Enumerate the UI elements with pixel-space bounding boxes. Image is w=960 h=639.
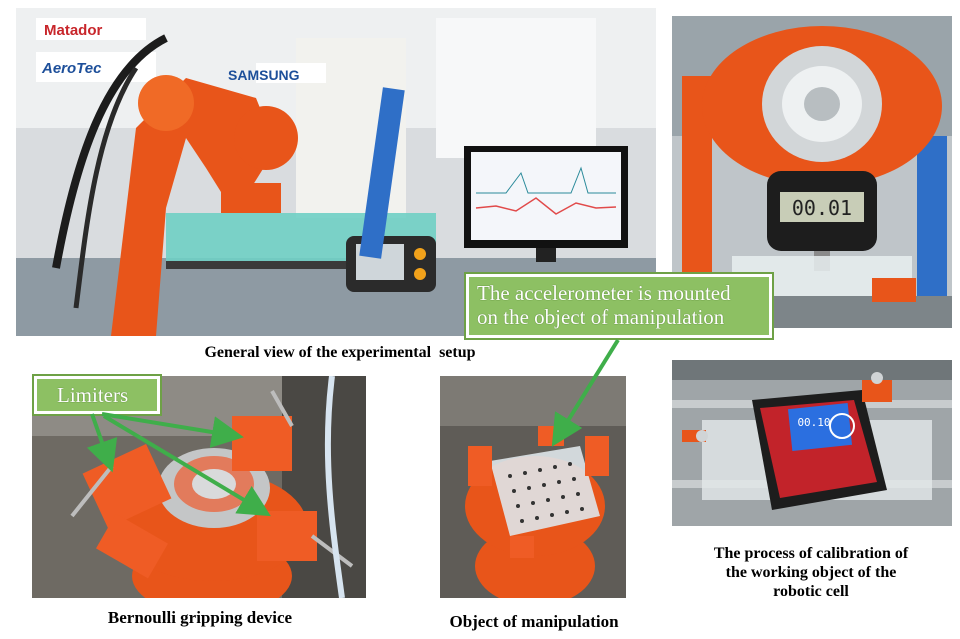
general-view-caption: General view of the experimental setup: [204, 344, 476, 361]
matador-logo-text: Matador: [44, 22, 103, 39]
limiters-callout: Limiters: [32, 374, 162, 416]
accelerometer-callout: The accelerometer is mounted on the obje…: [464, 272, 774, 340]
aerotec-logo-text: AeroTec: [41, 60, 102, 77]
calibration-caption: The process of calibration of the workin…: [676, 544, 946, 602]
accelerometer-callout-line-2: on the object of manipulation: [477, 305, 725, 330]
general-view-photo: Matador AeroTec SAMSUNG: [16, 8, 656, 336]
accelerometer-callout-line-1: The accelerometer is mounted: [477, 281, 731, 305]
samsung-logo-text: SAMSUNG: [228, 67, 300, 83]
gauge-reading: 00.01: [792, 196, 852, 220]
calibration-caption-line-3: robotic cell: [773, 583, 849, 601]
gauge-calibration-photo: 00.01: [672, 16, 952, 328]
digital-level-photo: 00.10: [672, 360, 952, 526]
object-manipulation-photo: [440, 376, 626, 598]
bernoulli-caption: Bernoulli gripping device: [107, 608, 293, 627]
level-reading: 00.10: [797, 416, 830, 429]
object-caption: Object of manipulation: [449, 612, 619, 631]
calibration-caption-line-2: the working object of the: [725, 564, 897, 582]
calibration-caption-line-1: The process of calibration of: [713, 545, 909, 562]
